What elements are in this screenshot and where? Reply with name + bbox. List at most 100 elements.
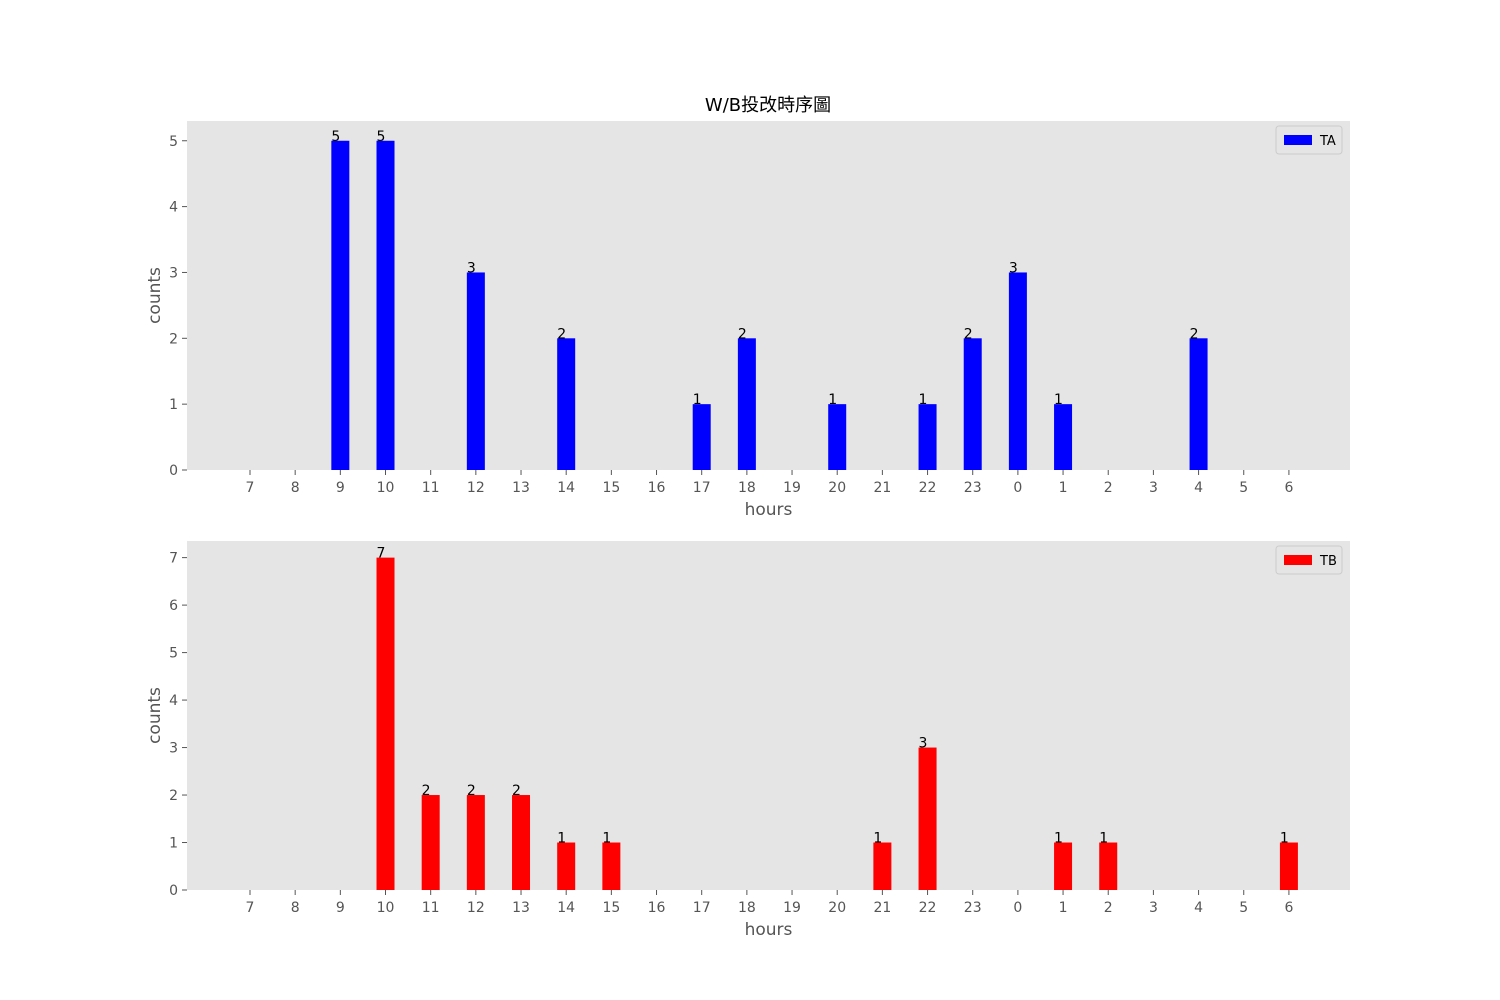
- x-axis-label: hours: [745, 500, 793, 520]
- x-tick-label: 15: [602, 480, 620, 496]
- data-label: 1: [828, 392, 837, 408]
- x-tick-label: 4: [1194, 480, 1203, 496]
- data-label: 1: [1099, 831, 1108, 847]
- data-label: 1: [602, 831, 611, 847]
- x-tick-label: 4: [1194, 900, 1203, 916]
- bar-ta-22: [918, 404, 937, 470]
- x-tick-label: 9: [336, 480, 345, 496]
- x-tick-label: 7: [246, 480, 255, 496]
- x-tick-label: 20: [828, 480, 846, 496]
- x-tick-label: 14: [557, 900, 575, 916]
- y-tick-label: 0: [169, 883, 178, 899]
- x-tick-label: 0: [1013, 480, 1022, 496]
- y-tick-label: 1: [169, 397, 178, 413]
- bar-ta-18: [737, 338, 756, 470]
- bar-tb-14: [557, 842, 576, 890]
- x-tick-label: 19: [783, 480, 801, 496]
- y-axis-label: counts: [145, 267, 165, 324]
- x-tick-label: 12: [467, 480, 485, 496]
- chart-title: W/B投改時序圖: [705, 95, 831, 116]
- y-axis-label: counts: [145, 687, 165, 744]
- x-axis-label: hours: [745, 920, 793, 940]
- x-tick-label: 10: [377, 480, 395, 496]
- x-tick-label: 23: [964, 480, 982, 496]
- plot-area: [187, 541, 1350, 890]
- x-tick-label: 3: [1149, 900, 1158, 916]
- x-tick-label: 14: [557, 480, 575, 496]
- bar-tb-2: [1099, 842, 1118, 890]
- data-label: 1: [873, 831, 882, 847]
- bar-tb-10: [376, 557, 395, 890]
- x-tick-label: 6: [1284, 480, 1293, 496]
- data-label: 2: [467, 783, 476, 799]
- data-label: 3: [919, 736, 928, 752]
- data-label: 2: [422, 783, 431, 799]
- bar-ta-17: [692, 404, 711, 470]
- y-tick-label: 2: [169, 331, 178, 347]
- data-label: 2: [738, 326, 747, 342]
- x-tick-label: 23: [964, 900, 982, 916]
- data-label: 1: [1054, 392, 1063, 408]
- bar-tb-21: [873, 842, 892, 890]
- bar-tb-22: [918, 747, 937, 890]
- data-label: 5: [331, 129, 340, 145]
- x-tick-label: 2: [1104, 480, 1113, 496]
- x-tick-label: 18: [738, 900, 756, 916]
- bar-ta-9: [331, 140, 350, 471]
- x-tick-label: 7: [246, 900, 255, 916]
- legend-label: TA: [1319, 134, 1336, 149]
- y-tick-label: 1: [169, 836, 178, 852]
- bar-ta-1: [1054, 404, 1073, 470]
- data-label: 3: [1009, 260, 1018, 276]
- x-tick-label: 16: [648, 480, 666, 496]
- x-tick-label: 18: [738, 480, 756, 496]
- data-label: 5: [377, 129, 386, 145]
- data-label: 2: [557, 326, 566, 342]
- bar-ta-14: [557, 338, 576, 470]
- x-tick-label: 11: [422, 900, 440, 916]
- x-tick-label: 15: [602, 900, 620, 916]
- x-tick-label: 17: [693, 480, 711, 496]
- data-label: 1: [693, 392, 702, 408]
- x-tick-label: 21: [873, 900, 891, 916]
- y-tick-label: 2: [169, 788, 178, 804]
- data-label: 1: [1054, 831, 1063, 847]
- x-tick-label: 13: [512, 900, 530, 916]
- x-tick-label: 8: [291, 900, 300, 916]
- bar-ta-10: [376, 140, 395, 471]
- legend-swatch: [1284, 555, 1312, 565]
- x-tick-label: 19: [783, 900, 801, 916]
- x-tick-label: 16: [648, 900, 666, 916]
- x-tick-label: 5: [1239, 900, 1248, 916]
- x-tick-label: 21: [873, 480, 891, 496]
- bar-ta-20: [828, 404, 847, 470]
- x-tick-label: 3: [1149, 480, 1158, 496]
- data-label: 2: [1190, 326, 1199, 342]
- x-tick-label: 20: [828, 900, 846, 916]
- legend-swatch: [1284, 135, 1312, 145]
- data-label: 1: [557, 831, 566, 847]
- x-tick-label: 2: [1104, 900, 1113, 916]
- x-tick-label: 9: [336, 900, 345, 916]
- x-tick-label: 13: [512, 480, 530, 496]
- y-tick-label: 3: [169, 741, 178, 757]
- y-tick-label: 3: [169, 265, 178, 281]
- bar-ta-4: [1189, 338, 1208, 470]
- x-tick-label: 6: [1284, 900, 1293, 916]
- x-tick-label: 10: [377, 900, 395, 916]
- data-label: 7: [377, 546, 386, 562]
- bar-tb-13: [512, 795, 531, 890]
- y-tick-label: 6: [169, 598, 178, 614]
- x-tick-label: 22: [919, 900, 937, 916]
- x-tick-label: 17: [693, 900, 711, 916]
- y-tick-label: 5: [169, 134, 178, 150]
- x-tick-label: 11: [422, 480, 440, 496]
- bar-tb-6: [1279, 842, 1298, 890]
- plot-area: [187, 121, 1350, 470]
- x-tick-label: 1: [1059, 480, 1068, 496]
- y-tick-label: 7: [169, 551, 178, 567]
- bar-ta-0: [1008, 272, 1027, 470]
